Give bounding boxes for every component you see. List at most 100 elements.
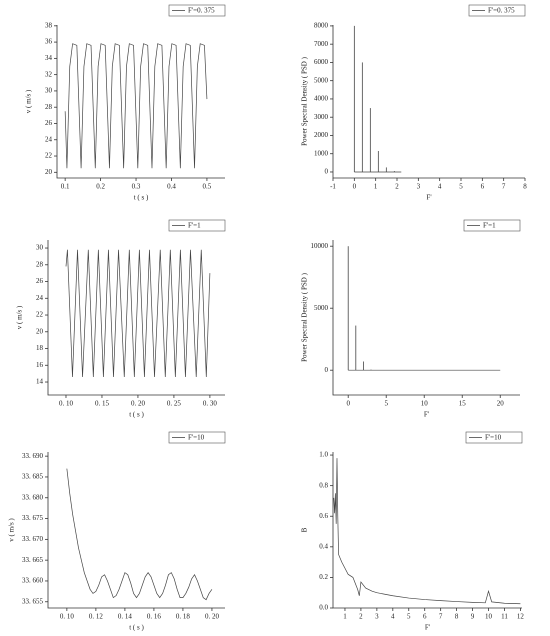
y-tick-label: 22 <box>36 311 44 319</box>
y-axis-label: Power Spectral Density ( PSD ) <box>301 272 309 362</box>
x-tick-label: 1 <box>374 183 378 191</box>
y-tick-label: 33. 685 <box>22 473 44 481</box>
x-tick-label: 20 <box>497 400 505 408</box>
y-tick-label: 7000 <box>314 40 329 48</box>
y-tick-label: 33. 655 <box>22 597 44 605</box>
y-tick-label: 8000 <box>314 22 329 30</box>
x-tick-label: 0. 15 <box>95 400 110 408</box>
x-tick-label: 0.2 <box>96 183 105 191</box>
legend-box <box>468 4 526 17</box>
y-tick-label: 5000 <box>314 76 329 84</box>
x-tick-label: 0 <box>353 183 357 191</box>
y-tick-label: 16 <box>36 361 44 369</box>
y-tick-label: 32 <box>45 70 53 78</box>
panel: 0. 10 0. 12 0. 14 0. 16 0. 18 0. 20 33. 655 33.… <box>8 431 226 632</box>
y-tick-label: 3000 <box>314 113 329 121</box>
panel: 0.1 0.2 0.3 0.4 0.5 20 22 24 26 28 30 32 34 36 38 t ( s… <box>25 4 226 202</box>
axes <box>332 452 522 609</box>
axes <box>332 25 525 179</box>
x-tick-label: 8 <box>455 613 459 621</box>
legend-box <box>168 431 226 444</box>
x-tick-label: 4 <box>438 183 442 191</box>
x-tick-label: 0. 16 <box>147 613 162 621</box>
x-tick-label: 0. 12 <box>89 613 104 621</box>
legend-label: F'=0. 375 <box>488 6 515 14</box>
legend-box <box>168 4 226 17</box>
legend-label: F'=1 <box>188 221 201 229</box>
y-tick-label: 20 <box>36 327 44 335</box>
panel: 0 5 10 15 20 0 5000 10000 F' Power Spectral Densi… <box>301 219 521 419</box>
x-tick-label: 0. 18 <box>176 613 191 621</box>
x-axis-label: F' <box>425 624 430 632</box>
y-tick-label: 20 <box>45 168 53 176</box>
x-tick-label: 0. 10 <box>59 400 74 408</box>
y-tick-label: 24 <box>45 135 53 143</box>
y-tick-label: 28 <box>36 260 44 268</box>
x-axis-label: F' <box>424 411 429 419</box>
x-tick-label: 0. 25 <box>167 400 182 408</box>
y-tick-label: 0.8 <box>319 481 328 489</box>
panel: 0. 10 0. 15 0. 20 0. 25 0. 30 14 16 18 20 22 24 26 2… <box>16 219 226 419</box>
y-tick-label: 10000 <box>311 242 329 250</box>
x-tick-label: 0.1 <box>61 183 70 191</box>
y-tick-label: 0 <box>325 168 329 176</box>
y-tick-label: 22 <box>45 152 53 160</box>
axes <box>332 240 520 396</box>
x-tick-label: 0.4 <box>167 183 176 191</box>
x-tick-label: 15 <box>459 400 467 408</box>
y-tick-label: 0.4 <box>319 542 328 550</box>
legend-label: F'=10 <box>485 433 502 441</box>
y-tick-label: 33. 660 <box>22 577 44 585</box>
x-tick-label: 11 <box>501 613 508 621</box>
x-tick-label: 0.5 <box>203 183 212 191</box>
y-tick-label: 5000 <box>314 304 329 312</box>
x-tick-label: 5 <box>407 613 411 621</box>
x-axis-label: F' <box>426 194 431 202</box>
x-tick-label: 0. 10 <box>60 613 75 621</box>
x-tick-label: 2 <box>395 183 399 191</box>
y-tick-label: 14 <box>36 378 44 386</box>
axes <box>47 452 225 609</box>
x-tick-label: 0.3 <box>132 183 141 191</box>
y-tick-label: 33. 680 <box>22 493 44 501</box>
x-tick-label: 2 <box>359 613 363 621</box>
x-tick-label: 0. 20 <box>131 400 146 408</box>
x-axis-label: t ( s ) <box>129 624 144 632</box>
y-tick-label: 30 <box>45 87 53 95</box>
x-tick-label: 6 <box>423 613 427 621</box>
panel: -1 0 1 2 3 4 5 6 7 801000200030004000500060007000… <box>301 4 527 202</box>
y-tick-label: 26 <box>36 277 44 285</box>
legend-box <box>168 219 226 232</box>
y-tick-label: 30 <box>36 244 44 252</box>
line <box>64 43 208 169</box>
line <box>65 249 211 378</box>
y-tick-label: 0.0 <box>319 604 328 612</box>
x-tick-label: 9 <box>471 613 475 621</box>
x-tick-label: 0 <box>346 400 350 408</box>
y-tick-label: 0.2 <box>319 573 328 581</box>
legend-label: F'=10 <box>188 433 205 441</box>
y-tick-label: 26 <box>45 119 53 127</box>
x-axis-label: t ( s ) <box>129 411 144 419</box>
y-axis-label: v ( m/s ) <box>25 89 33 113</box>
panel: 1 2 3 4 5 6 7 8 9 10 11 120.00.20.40.60.81.0F'BF'=1… <box>301 431 524 632</box>
axes <box>56 25 225 179</box>
x-tick-label: 8 <box>523 183 527 191</box>
x-tick-label: 1 <box>343 613 347 621</box>
y-tick-label: 33. 690 <box>22 452 44 460</box>
line <box>333 458 521 605</box>
y-tick-label: 33. 670 <box>22 535 44 543</box>
x-axis-label: t ( s ) <box>134 194 149 202</box>
y-tick-label: 0 <box>325 366 329 374</box>
y-tick-label: 28 <box>45 103 53 111</box>
x-tick-label: 4 <box>391 613 395 621</box>
y-tick-label: 4000 <box>314 95 329 103</box>
y-tick-label: 2000 <box>314 131 329 139</box>
x-tick-label: 5 <box>459 183 463 191</box>
y-axis-label: B <box>301 527 309 532</box>
x-tick-label: 10 <box>421 400 429 408</box>
legend-label: F'=0. 375 <box>188 6 215 14</box>
legend-box <box>465 431 523 444</box>
y-axis-label: Power Spectral Density ( PSD ) <box>301 56 309 146</box>
y-tick-label: 38 <box>45 21 53 29</box>
